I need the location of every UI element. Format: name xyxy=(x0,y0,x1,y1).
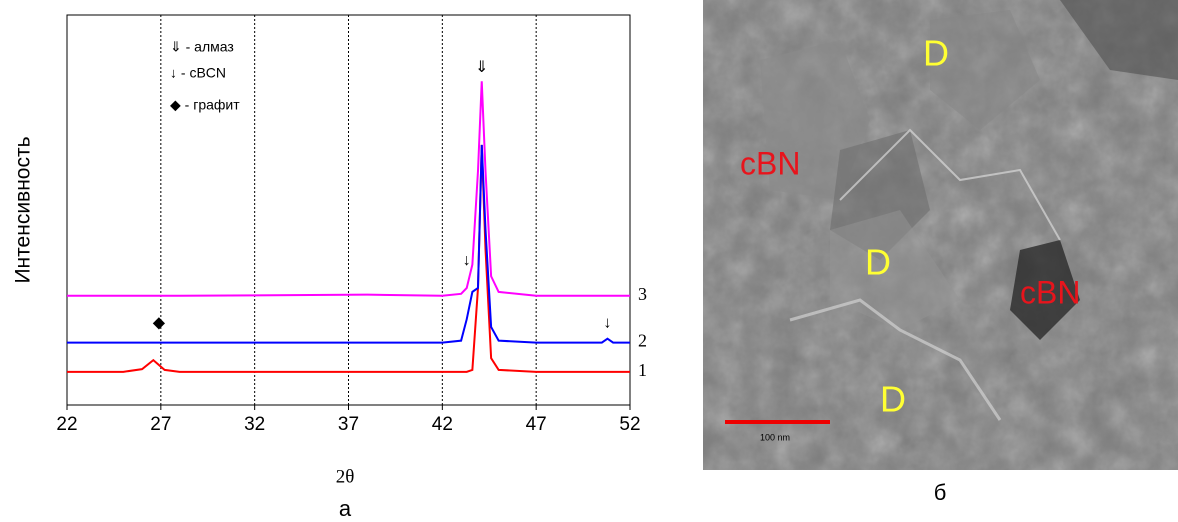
legend-entry: ⇓ - алмаз xyxy=(170,39,234,55)
x-tick-label: 27 xyxy=(150,414,171,435)
xrd-chart: 2θ а Интенсивность ⇓ - алмаз ↓ - cBCN ◆ … xyxy=(12,14,647,521)
plot-frame xyxy=(66,14,631,406)
image-label: D xyxy=(923,33,949,74)
series-label: 2 xyxy=(638,331,647,351)
x-tick-label: 22 xyxy=(56,414,77,435)
image-label: cBN xyxy=(740,145,800,181)
legend-entry: ↓ - cBCN xyxy=(170,65,226,81)
x-tick-label: 52 xyxy=(619,414,640,435)
y-axis-label: Интенсивность xyxy=(12,136,35,283)
legend-entry: ◆ - графит xyxy=(170,97,240,113)
series-label: 1 xyxy=(638,360,647,380)
annotation: ↓ xyxy=(603,314,611,331)
annotation: ◆ xyxy=(153,314,166,331)
micrograph: 100 nm xyxy=(703,0,1178,470)
image-label: D xyxy=(880,379,906,420)
annotation: ↓ xyxy=(463,252,471,269)
x-tick-label: 42 xyxy=(432,414,453,435)
x-tick-label: 37 xyxy=(338,414,359,435)
x-tick-label: 47 xyxy=(526,414,547,435)
caption: а xyxy=(339,496,352,521)
series-line xyxy=(67,81,630,297)
annotation: ⇓ xyxy=(475,59,488,76)
x-axis-label: 2θ xyxy=(336,466,355,487)
x-tick-label: 32 xyxy=(244,414,265,435)
image-label: cBN xyxy=(1020,274,1080,310)
series-line xyxy=(67,144,630,344)
series-line xyxy=(67,144,630,373)
series-label: 3 xyxy=(638,284,647,304)
image-caption: б xyxy=(934,480,947,505)
image-label: D xyxy=(865,242,891,283)
scale-bar-label: 100 nm xyxy=(760,432,790,442)
